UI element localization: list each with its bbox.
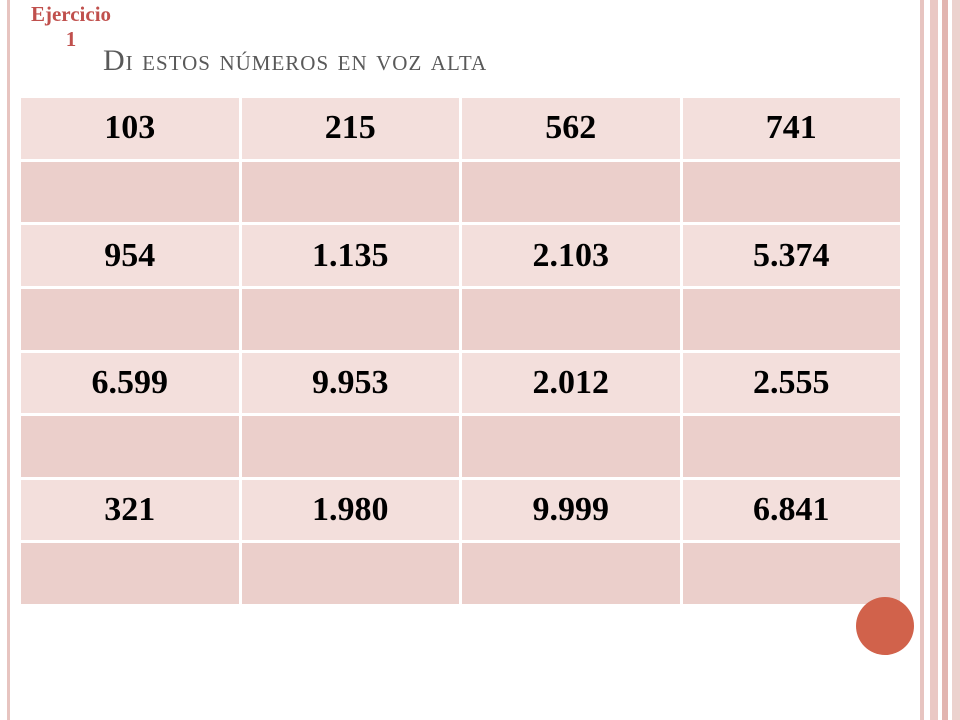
answer-cell	[459, 540, 683, 607]
table-cell: 5.374	[679, 222, 903, 289]
answer-row	[18, 413, 903, 480]
table-cell: 562	[459, 95, 683, 162]
number-table: 103 215 562 741 954 1.135 2.103 5.374 6.599 9.953…	[18, 95, 903, 607]
answer-row	[18, 540, 903, 607]
table-row: 6.599 9.953 2.012 2.555	[18, 349, 903, 417]
table-cell: 6.599	[18, 349, 242, 417]
answer-cell	[238, 158, 462, 226]
answer-cell	[679, 540, 903, 607]
answer-cell	[238, 413, 462, 480]
answer-cell	[459, 413, 683, 480]
table-cell: 2.555	[679, 349, 903, 417]
table-cell: 9.999	[459, 476, 683, 544]
exercise-label: Ejercicio 1	[30, 2, 112, 51]
answer-row	[18, 285, 903, 353]
answer-cell	[18, 413, 242, 480]
table-cell: 2.103	[459, 222, 683, 289]
left-border	[7, 0, 10, 720]
table-cell: 2.012	[459, 349, 683, 417]
table-cell: 321	[18, 476, 242, 544]
decoration-circle	[856, 597, 914, 655]
right-stripe	[920, 0, 924, 720]
table-cell: 6.841	[679, 476, 903, 544]
table-cell: 9.953	[238, 349, 462, 417]
table-row: 321 1.980 9.999 6.841	[18, 476, 903, 544]
answer-cell	[238, 285, 462, 353]
answer-cell	[18, 540, 242, 607]
answer-cell	[679, 158, 903, 226]
table-cell: 215	[238, 95, 462, 162]
answer-cell	[459, 158, 683, 226]
right-stripe	[952, 0, 960, 720]
table-cell: 103	[18, 95, 242, 162]
answer-row	[18, 158, 903, 226]
answer-cell	[459, 285, 683, 353]
table-cell: 954	[18, 222, 242, 289]
answer-cell	[18, 158, 242, 226]
table-row: 103 215 562 741	[18, 95, 903, 162]
table-cell: 741	[679, 95, 903, 162]
table-row: 954 1.135 2.103 5.374	[18, 222, 903, 289]
answer-cell	[679, 413, 903, 480]
right-stripe	[930, 0, 938, 720]
answer-cell	[238, 540, 462, 607]
answer-cell	[679, 285, 903, 353]
table-cell: 1.135	[238, 222, 462, 289]
slide-title: Di estos números en voz alta	[103, 44, 488, 77]
answer-cell	[18, 285, 242, 353]
right-stripe	[942, 0, 948, 720]
table-cell: 1.980	[238, 476, 462, 544]
